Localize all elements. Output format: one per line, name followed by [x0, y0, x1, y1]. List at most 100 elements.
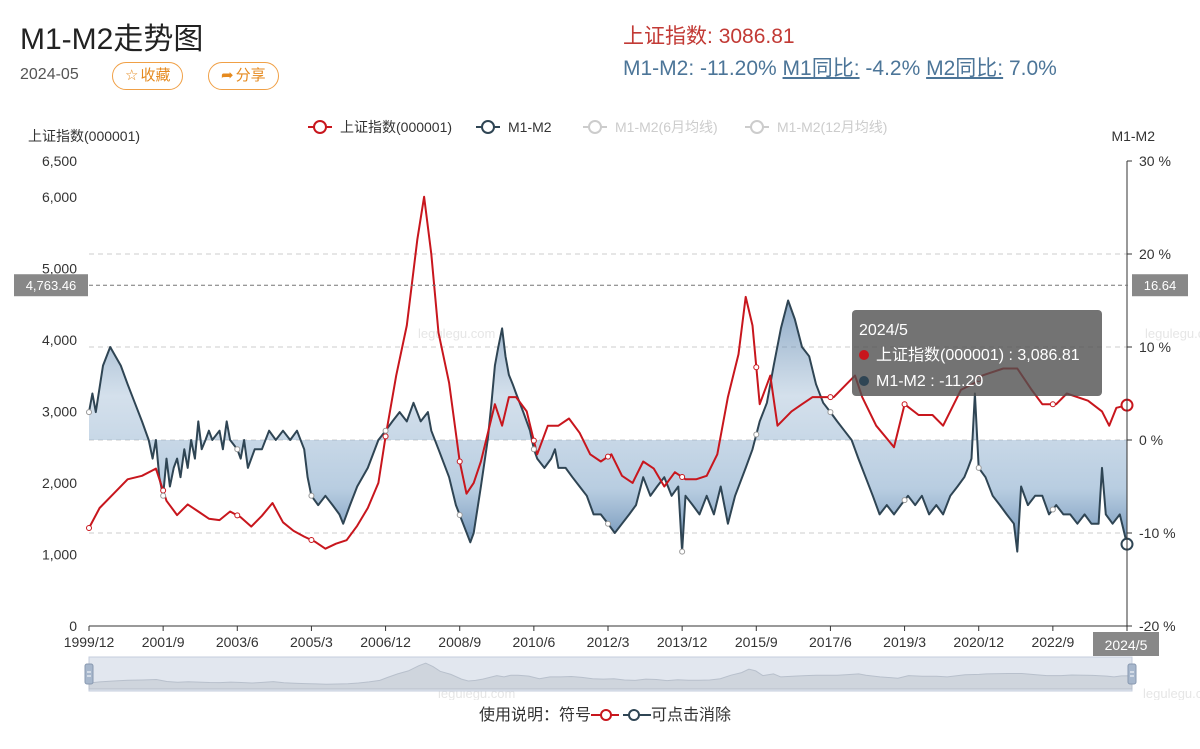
index-point	[827, 394, 834, 401]
chart-legend: 上证指数(000001) M1-M2 M1-M2(6月均线) M1-M2(12月均线)	[308, 119, 887, 135]
index-point	[308, 536, 315, 543]
x-tick-label: 2008/9	[438, 634, 481, 650]
right-tick-label: 0 %	[1139, 432, 1163, 448]
money-summary: M1-M2: -11.20% M1同比: -4.2% M2同比: 7.0%	[623, 52, 1057, 82]
m1m2-point	[234, 446, 241, 453]
index-point	[753, 364, 760, 371]
right-tick-label: 30 %	[1139, 153, 1171, 169]
index-line	[88, 195, 1128, 550]
index-point	[86, 524, 92, 531]
m1m2-point	[1049, 506, 1056, 513]
left-tick-label: 2,000	[42, 475, 77, 491]
legend-marker	[313, 120, 327, 134]
index-label: 上证指数:	[623, 25, 713, 48]
left-tick-label: 6,500	[42, 153, 77, 169]
right-tick-label: -20 %	[1139, 618, 1176, 634]
tooltip-row: M1-M2 : -11.20	[876, 373, 983, 390]
m1m2-value: -11.20%	[700, 57, 777, 80]
crosshair-left-badge	[14, 274, 88, 297]
m1-link[interactable]: M1同比:	[782, 57, 860, 80]
m1m2-point	[530, 446, 537, 453]
m1m2-point	[456, 511, 463, 518]
index-point	[530, 437, 537, 444]
x-tick-label: 2001/9	[142, 634, 185, 650]
favorite-label: 收藏	[140, 67, 171, 84]
page-title: M1-M2走势图	[20, 23, 204, 56]
x-tick-label: 2015/9	[735, 634, 778, 650]
tooltip-marker	[859, 376, 869, 386]
favorite-button[interactable]: ☆ 收藏	[112, 62, 184, 90]
report-date: 2024-05	[20, 66, 79, 83]
star-icon: ☆	[125, 67, 139, 84]
m1m2-point	[679, 548, 686, 555]
m1m2-area	[89, 300, 1127, 552]
index-point	[234, 512, 241, 519]
m1m2-line	[88, 299, 1128, 553]
crosshair-x-badge	[1093, 632, 1159, 656]
m1m2-point	[753, 431, 760, 438]
x-tick-label: 2010/6	[512, 634, 555, 650]
tooltip-date: 2024/5	[859, 322, 908, 339]
legend-marker	[588, 120, 602, 134]
legend-symbol-icon	[591, 709, 651, 721]
tooltip-box	[852, 310, 1102, 396]
crosshair-right-value: 16.64	[1144, 278, 1177, 293]
index-point	[1049, 401, 1056, 408]
left-axis-title: 上证指数(000001)	[28, 128, 140, 144]
m1m2-chart[interactable]: 上证指数(000001) M1-M2 上证指数(000001) M1-M2 M1-M…	[0, 0, 1200, 700]
x-tick-label: 2022/9	[1031, 634, 1074, 650]
m1m2-point	[382, 427, 389, 434]
legend-label: M1-M2(6月均线)	[615, 119, 718, 135]
zoom-slider[interactable]	[84, 656, 1137, 692]
index-value: 3086.81	[718, 25, 795, 48]
right-tick-label: -10 %	[1139, 525, 1176, 541]
x-tick-label: 2006/12	[360, 634, 411, 650]
left-tick-label: 1,000	[42, 546, 77, 562]
left-tick-label: 5,000	[42, 260, 77, 276]
m1m2-label: M1-M2:	[623, 57, 695, 80]
m1m2-point	[901, 497, 908, 504]
watermark-text: legulegu.com	[418, 326, 495, 341]
usage-hint-text: 使用说明：符号	[478, 707, 591, 724]
x-tick-label: 2012/3	[587, 634, 630, 650]
crosshair-right-badge	[1132, 274, 1188, 297]
crosshair: 4,763.46 16.64 2024/5	[14, 274, 1188, 656]
legend-marker	[481, 120, 495, 134]
tooltip-row: 上证指数(000001) : 3,086.81	[876, 346, 1080, 364]
m1m2-area-fill	[89, 300, 1127, 552]
axes: 0 1,000 2,000 3,000 4,000 5,000 6,000 6,500 -20 …	[42, 153, 1176, 650]
share-arrow-icon: ➦	[221, 67, 234, 84]
legend-label: M1-M2(12月均线)	[777, 119, 887, 135]
m1m2-point	[86, 409, 92, 416]
usage-hint-suffix: 可点击消除	[651, 707, 732, 724]
legend-marker	[750, 120, 764, 134]
left-tick-label: 3,000	[42, 403, 77, 419]
right-axis-title: M1-M2	[1111, 128, 1155, 144]
x-tick-label: 2017/6	[809, 634, 852, 650]
left-tick-label: 4,000	[42, 332, 77, 348]
left-tick-label: 0	[69, 618, 77, 634]
slider-sparkline	[88, 662, 1133, 690]
watermark-text: legulegu.com	[1143, 686, 1200, 700]
m1m2-point	[975, 464, 982, 471]
right-tick-label: 20 %	[1139, 246, 1171, 262]
index-point	[605, 453, 611, 460]
index-point	[160, 487, 167, 494]
crosshair-left-value: 4,763.46	[26, 278, 77, 293]
m2-link[interactable]: M2同比:	[926, 57, 1004, 80]
m1m2-point	[605, 520, 611, 527]
index-point	[901, 401, 908, 408]
m2-value: 7.0%	[1008, 57, 1057, 80]
index-point	[456, 458, 463, 465]
index-point	[382, 433, 389, 440]
m1m2-point	[308, 492, 315, 499]
x-tick-label: 1999/12	[64, 634, 115, 650]
index-summary: 上证指数: 3086.81	[623, 20, 795, 50]
tooltip: 2024/5 上证指数(000001) : 3,086.81 M1-M2 : -11…	[852, 310, 1102, 396]
watermarks: legulegu.comlegulegu.comlegulegu.comlegu…	[418, 326, 1200, 700]
slider-handle	[1127, 663, 1137, 685]
x-tick-label: 2019/3	[883, 634, 926, 650]
slider-handle	[84, 663, 94, 685]
usage-hint: 使用说明：符号 可点击消除	[0, 701, 1200, 725]
share-button[interactable]: ➦ 分享	[208, 62, 279, 90]
